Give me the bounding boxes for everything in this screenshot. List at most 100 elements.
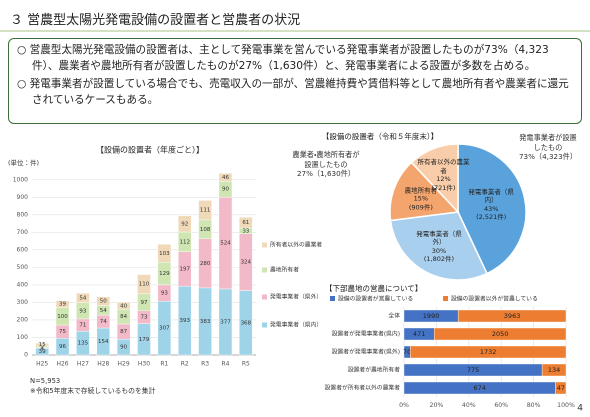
bar-segment (555, 381, 567, 395)
legend-label: 設備の設置者以外が営農している (451, 295, 538, 303)
slice-count: (1,802件) (423, 255, 455, 264)
y-tick-label: 400 (17, 281, 29, 288)
y-axis-label: (単位：件) (8, 158, 39, 167)
x-tick-label: H26 (56, 361, 68, 368)
y-tick-label: 600 (17, 246, 29, 253)
data-label: 70 (403, 348, 411, 356)
data-label: 179 (139, 337, 150, 343)
data-label: 54 (100, 308, 107, 314)
y-tick-label: 1000 (13, 176, 28, 183)
slice-count: (909件) (408, 202, 433, 211)
footnote: N=5,953 (30, 377, 60, 385)
pie-slice (389, 161, 460, 222)
y-tick-label: 700 (17, 229, 29, 236)
data-label: 9 (40, 344, 44, 350)
data-label: 110 (139, 282, 150, 288)
pie-slice-label: 所有者以外の農業者 12% (721件) (417, 158, 469, 192)
data-label: 383 (200, 319, 211, 325)
pie-slice-label: 農地所有者 15% (909件) (395, 186, 447, 212)
data-label: 90 (120, 345, 127, 351)
data-label: 129 (159, 271, 170, 277)
pie-slice-label: 発電事業者（県外） 30% (1,802件) (413, 230, 465, 264)
slice-name: 所有者以外の農業者 (417, 158, 470, 175)
bar-segment (96, 296, 110, 306)
legend-label: 発電事業者（県内） (270, 321, 322, 329)
data-label: 280 (200, 261, 211, 267)
data-label: 73 (141, 315, 148, 321)
legend-label: 設備の設置者が営農している (338, 295, 413, 303)
summary-box: ○ 営農型太陽光発電設備の設置者は、主として発電事業を営んでいる発電事業者が設置… (8, 38, 582, 124)
y-tick-label: 設置者が所有者以外の農業者 (325, 384, 401, 392)
data-label: 471 (413, 330, 425, 338)
pie-annotation: 農業者・農地所有者が 設置したもの 27%（1,630件） (284, 150, 368, 179)
x-tick-label: 60% (494, 402, 508, 409)
y-tick-label: 100 (17, 334, 29, 341)
bullet: ○ 発電事業者が設置している場合でも、売電収入の一部が、営農維持費や賃借料等とし… (17, 78, 569, 106)
data-label: 84 (120, 314, 127, 320)
data-label: 4 (40, 345, 44, 351)
annotation-line: 発電事業者が設置 (519, 133, 577, 142)
data-label: 47 (557, 384, 565, 392)
data-label: 33 (242, 228, 249, 234)
bar-segment (157, 244, 172, 263)
data-label: 74 (100, 319, 107, 325)
bar-segment (457, 309, 567, 323)
data-label: 1990 (423, 312, 440, 320)
x-tick-label: H27 (77, 361, 89, 368)
pie-slice-label: 発電事業者（県内） 43% (2,521件) (465, 188, 517, 222)
pie-slice (457, 143, 527, 275)
footnote: ※令和5年度末で存続しているものを集計 (30, 386, 156, 395)
data-label: 1732 (480, 348, 497, 356)
x-tick-label: 80% (527, 402, 541, 409)
data-label: 197 (179, 266, 190, 272)
x-tick-label: H30 (138, 361, 150, 368)
data-label: 3963 (504, 312, 521, 320)
bar-segment (137, 274, 151, 295)
y-tick-label: 全体 (388, 312, 400, 320)
chart-title: 【設備の設置者（年度ごと）】 (96, 145, 204, 155)
annotation-line: 設置したもの (304, 159, 348, 169)
y-tick-label: 900 (17, 194, 29, 201)
x-tick-label: H28 (97, 361, 109, 368)
pie-annotation: 発電事業者が設置 したもの 73%（4,323件） (508, 133, 588, 162)
legend-swatch (262, 322, 267, 328)
data-label: 61 (242, 220, 249, 226)
annotation-line: 73%（4,323件） (518, 152, 578, 161)
bar-segment (76, 292, 90, 303)
x-tick-label: 40% (462, 402, 476, 409)
x-tick-label: 20% (430, 402, 444, 409)
data-label: 393 (179, 318, 190, 324)
slice-percent: 43% (483, 204, 499, 213)
x-tick-label: 0% (399, 402, 409, 409)
y-tick-label: 800 (17, 211, 29, 218)
x-tick-label: R5 (242, 361, 250, 368)
legend-swatch (262, 267, 267, 273)
legend-label: 所有者以外の農業者 (270, 241, 322, 249)
data-label: 39 (59, 302, 66, 308)
data-label: 96 (59, 344, 66, 350)
bar-segment (541, 363, 567, 377)
slice-percent: 30% (431, 246, 447, 255)
data-label: 134 (548, 366, 560, 374)
data-label: 524 (220, 241, 231, 247)
data-label: 775 (467, 366, 479, 374)
data-label: 92 (181, 221, 188, 227)
bar-segment (434, 327, 567, 341)
data-label: 368 (241, 320, 252, 326)
data-label: 108 (200, 227, 211, 233)
y-tick-label: 設置者が農地所有者 (348, 366, 400, 374)
data-label: 100 (57, 314, 68, 320)
annotation-line: 農業者・農地所有者が (292, 150, 360, 159)
data-label: 307 (159, 326, 170, 332)
data-label: 39 (39, 349, 46, 355)
slice-percent: 12% (436, 175, 451, 184)
chart-title: 【下部農地の営農について】 (325, 283, 422, 293)
data-label: 2050 (492, 330, 509, 338)
slide-title: ３ 営農型太陽光発電設備の設置者と営農者の状況 (10, 13, 301, 28)
data-label: 90 (222, 187, 229, 193)
x-tick-label: R2 (181, 361, 189, 368)
x-tick-label: 100% (557, 402, 575, 409)
data-label: 135 (78, 341, 89, 347)
bar-segment (116, 302, 131, 310)
